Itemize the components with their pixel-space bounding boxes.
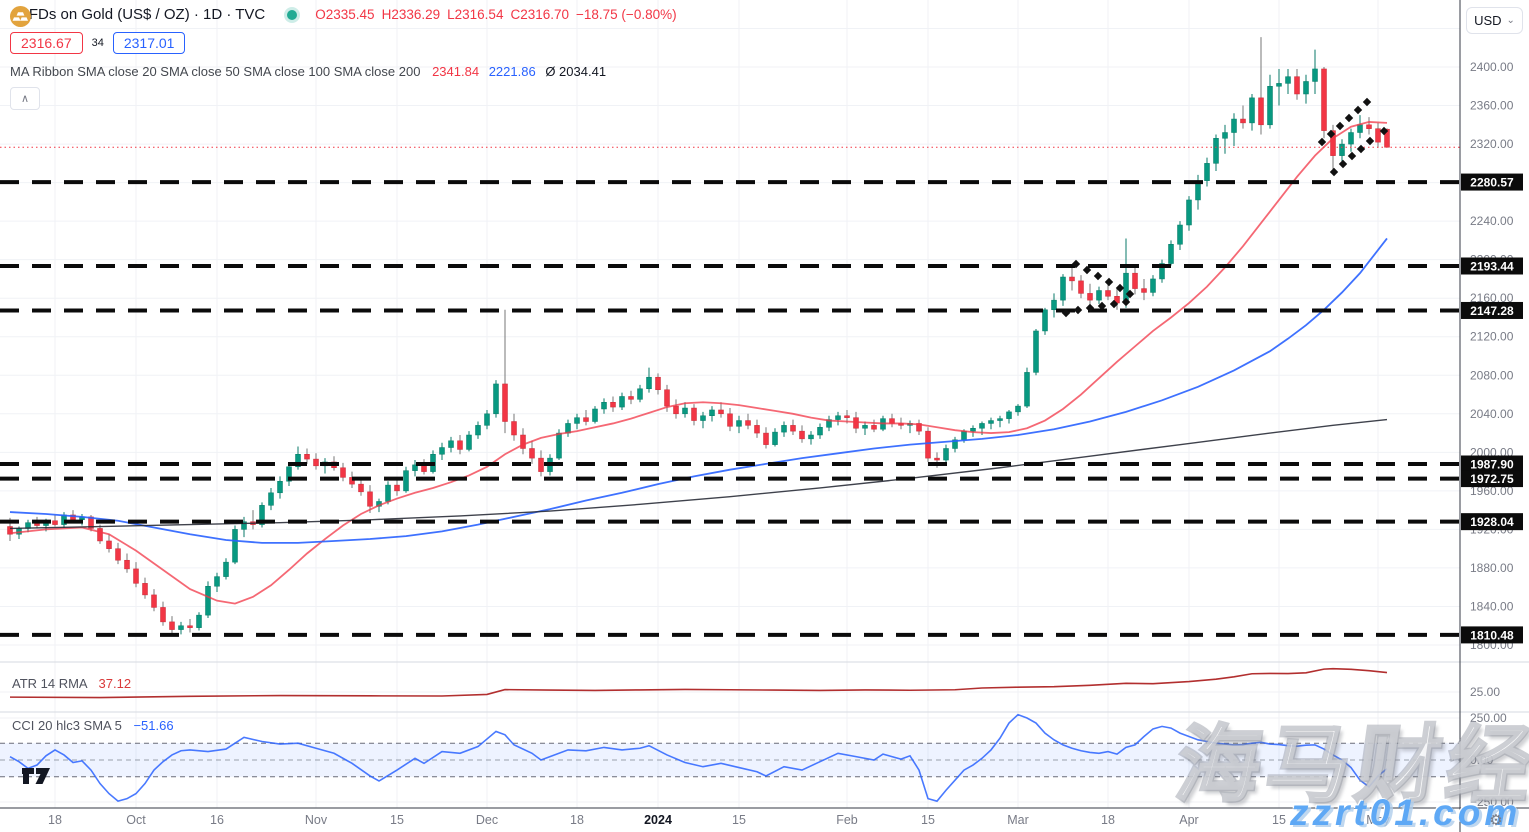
- svg-text:2120.00: 2120.00: [1470, 330, 1514, 344]
- svg-text:2040.00: 2040.00: [1470, 407, 1514, 421]
- svg-text:1810.48: 1810.48: [1470, 628, 1514, 642]
- symbol-title[interactable]: CFDs on Gold (US$ / OZ) · 1D · TVC: [18, 6, 266, 23]
- gear-icon: ⚙: [1489, 812, 1503, 829]
- symbol-row: CFDs on Gold (US$ / OZ) · 1D · TVC O2335…: [10, 6, 684, 27]
- collapse-indicators-button[interactable]: ∧: [10, 87, 40, 110]
- svg-text:2280.57: 2280.57: [1470, 176, 1514, 190]
- svg-text:Dec: Dec: [476, 813, 498, 827]
- svg-text:2193.44: 2193.44: [1470, 259, 1514, 273]
- atr-value: 37.12: [98, 676, 132, 691]
- svg-text:May: May: [1366, 813, 1390, 827]
- diamond-annotations[interactable]: [1061, 97, 1389, 318]
- svg-text:1972.75: 1972.75: [1470, 472, 1514, 486]
- svg-text:1928.04: 1928.04: [1470, 515, 1514, 529]
- axis-settings-button[interactable]: ⚙: [1484, 809, 1508, 831]
- atr-indicator-label[interactable]: ATR 14 RMA 37.12: [12, 676, 131, 691]
- quote-row: 2316.67 34 2317.01: [10, 32, 684, 54]
- svg-text:1880.00: 1880.00: [1470, 561, 1514, 575]
- svg-text:15: 15: [732, 813, 746, 827]
- svg-text:1987.90: 1987.90: [1470, 457, 1514, 471]
- svg-text:2160.00: 2160.00: [1470, 291, 1514, 305]
- cci-label-text: CCI 20 hlc3 SMA 5: [12, 718, 122, 733]
- close-value: C2316.70: [510, 7, 570, 22]
- sma50-value: 2221.86: [488, 64, 536, 79]
- buy-button[interactable]: 2317.01: [112, 32, 186, 54]
- svg-text:2400.00: 2400.00: [1470, 60, 1514, 74]
- svg-text:0.00: 0.00: [1470, 753, 1494, 767]
- sma200-value: Ø 2034.41: [545, 64, 607, 79]
- level-lines[interactable]: [0, 146, 1460, 637]
- svg-text:Nov: Nov: [305, 813, 328, 827]
- ma-ribbon-row[interactable]: MA Ribbon SMA close 20 SMA close 50 SMA …: [10, 64, 684, 79]
- svg-text:18: 18: [1101, 813, 1115, 827]
- sell-button[interactable]: 2316.67: [10, 32, 83, 54]
- svg-text:1960.00: 1960.00: [1470, 484, 1514, 498]
- svg-text:−250.00: −250.00: [1470, 795, 1514, 809]
- low-value: L2316.54: [447, 7, 504, 22]
- svg-text:15: 15: [390, 813, 404, 827]
- chevron-down-icon: ⌄: [1506, 15, 1515, 26]
- cci-value: −51.66: [133, 718, 174, 733]
- svg-text:15: 15: [921, 813, 935, 827]
- chevron-up-icon: ∧: [20, 93, 30, 105]
- high-value: H2336.29: [381, 7, 441, 22]
- ohlc-values: O2335.45 H2336.29 L2316.54 C2316.70 −18.75 (…: [315, 7, 683, 22]
- svg-text:2320.00: 2320.00: [1470, 137, 1514, 151]
- cci-band: [0, 742, 1460, 778]
- svg-text:2024: 2024: [644, 813, 672, 827]
- price-axis[interactable]: 1800.001840.001880.001920.001960.002000.…: [1461, 60, 1523, 809]
- currency-selector[interactable]: USD ⌄: [1466, 7, 1523, 34]
- sma20-value: 2341.84: [432, 64, 480, 79]
- svg-text:2080.00: 2080.00: [1470, 368, 1514, 382]
- open-value: O2335.45: [315, 7, 375, 22]
- currency-label: USD: [1474, 13, 1502, 28]
- svg-text:18: 18: [570, 813, 584, 827]
- svg-text:16: 16: [210, 813, 224, 827]
- indicator-lines: [9, 667, 1388, 803]
- moving-averages: [9, 121, 1388, 605]
- svg-text:250.00: 250.00: [1470, 711, 1507, 725]
- change-value: −18.75 (−0.80%): [576, 7, 677, 22]
- svg-text:Feb: Feb: [836, 813, 858, 827]
- svg-text:25.00: 25.00: [1470, 685, 1500, 699]
- chart-legend: CFDs on Gold (US$ / OZ) · 1D · TVC O2335…: [10, 6, 684, 110]
- svg-text:2147.28: 2147.28: [1470, 304, 1514, 318]
- spread-value: 34: [91, 37, 104, 49]
- svg-text:Oct: Oct: [126, 813, 146, 827]
- time-axis[interactable]: 18 Oct 16 Nov 15 Dec 18 2024 15 Feb 15 Mar 18 Apr 15 Ma…: [48, 813, 1391, 827]
- cci-indicator-label[interactable]: CCI 20 hlc3 SMA 5 −51.66: [12, 718, 174, 733]
- svg-text:Mar: Mar: [1007, 813, 1029, 827]
- atr-label-text: ATR 14 RMA: [12, 676, 87, 691]
- ma-ribbon-label: MA Ribbon SMA close 20 SMA close 50 SMA …: [10, 64, 421, 79]
- svg-text:2360.00: 2360.00: [1470, 99, 1514, 113]
- svg-text:2240.00: 2240.00: [1470, 214, 1514, 228]
- svg-text:18: 18: [48, 813, 62, 827]
- svg-text:1840.00: 1840.00: [1470, 599, 1514, 613]
- market-status-icon[interactable]: [287, 9, 298, 20]
- svg-text:15: 15: [1272, 813, 1286, 827]
- svg-text:Apr: Apr: [1179, 813, 1198, 827]
